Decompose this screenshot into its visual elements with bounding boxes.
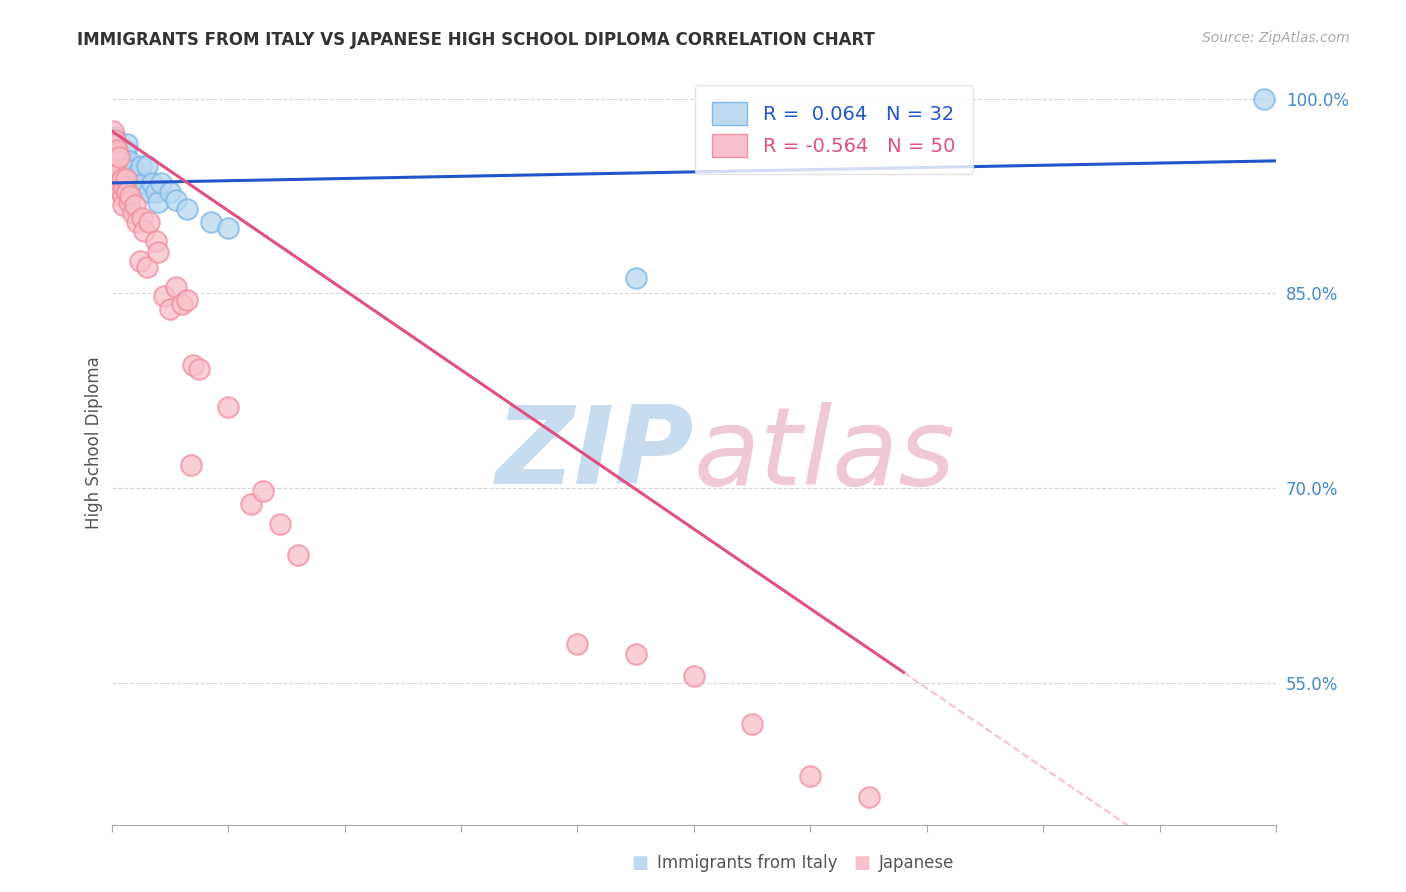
- Point: [101, 124, 124, 138]
- Point: [124, 182, 146, 196]
- Point: [176, 293, 198, 307]
- Text: Immigrants from Italy: Immigrants from Italy: [657, 855, 837, 872]
- Point: [104, 130, 127, 145]
- Point: [112, 159, 135, 173]
- Point: [141, 176, 163, 190]
- Point: [624, 647, 647, 661]
- Point: [138, 215, 160, 229]
- Point: [145, 185, 167, 199]
- Point: [188, 361, 211, 376]
- Point: [148, 195, 170, 210]
- Point: [240, 497, 263, 511]
- Point: [134, 224, 156, 238]
- Text: IMMIGRANTS FROM ITALY VS JAPANESE HIGH SCHOOL DIPLOMA CORRELATION CHART: IMMIGRANTS FROM ITALY VS JAPANESE HIGH S…: [77, 31, 875, 49]
- Point: [101, 150, 124, 164]
- Point: [165, 193, 187, 207]
- Text: ZIP: ZIP: [495, 401, 695, 507]
- Point: [135, 159, 157, 173]
- Point: [104, 136, 127, 151]
- Text: ■: ■: [853, 855, 870, 872]
- Point: [115, 136, 138, 151]
- Point: [121, 163, 143, 178]
- Point: [683, 669, 706, 683]
- Point: [107, 167, 129, 181]
- Point: [149, 176, 172, 190]
- Point: [105, 144, 128, 158]
- Point: [103, 159, 125, 173]
- Point: [134, 176, 156, 190]
- Point: [159, 185, 181, 199]
- Point: [741, 717, 763, 731]
- Point: [107, 156, 129, 170]
- Point: [103, 176, 125, 190]
- Point: [200, 215, 222, 229]
- Point: [131, 211, 153, 225]
- Point: [135, 260, 157, 275]
- Point: [112, 189, 135, 203]
- Point: [107, 150, 129, 164]
- Point: [120, 172, 142, 186]
- Point: [101, 144, 124, 158]
- Point: [176, 202, 198, 216]
- Point: [567, 637, 589, 651]
- Point: [115, 185, 138, 199]
- Text: atlas: atlas: [695, 401, 956, 507]
- Text: ■: ■: [631, 855, 648, 872]
- Point: [114, 144, 136, 158]
- Point: [287, 549, 309, 563]
- Point: [269, 517, 291, 532]
- Point: [624, 270, 647, 285]
- Point: [252, 483, 274, 498]
- Text: Japanese: Japanese: [879, 855, 955, 872]
- Point: [127, 215, 149, 229]
- Point: [112, 198, 135, 212]
- Point: [107, 146, 129, 161]
- Point: [170, 296, 193, 310]
- Point: [118, 153, 141, 168]
- Point: [108, 176, 131, 190]
- Point: [111, 169, 134, 184]
- Point: [114, 179, 136, 194]
- Point: [114, 172, 136, 186]
- Point: [104, 133, 127, 147]
- Point: [124, 198, 146, 212]
- Point: [110, 150, 132, 164]
- Point: [118, 195, 141, 210]
- Point: [138, 185, 160, 199]
- Point: [127, 167, 149, 181]
- Legend: R =  0.064   N = 32, R = -0.564   N = 50: R = 0.064 N = 32, R = -0.564 N = 50: [695, 85, 973, 174]
- Point: [107, 144, 129, 158]
- Point: [121, 206, 143, 220]
- Point: [111, 172, 134, 186]
- Point: [145, 235, 167, 249]
- Point: [120, 189, 142, 203]
- Point: [165, 279, 187, 293]
- Point: [148, 244, 170, 259]
- Text: Source: ZipAtlas.com: Source: ZipAtlas.com: [1202, 31, 1350, 45]
- Point: [858, 789, 880, 804]
- Point: [1253, 91, 1275, 105]
- Point: [181, 358, 204, 372]
- Point: [103, 146, 125, 161]
- Point: [799, 769, 821, 783]
- Point: [217, 221, 239, 235]
- Point: [153, 289, 176, 303]
- Point: [129, 159, 152, 173]
- Point: [180, 458, 202, 472]
- Point: [110, 185, 132, 199]
- Point: [108, 163, 131, 178]
- Point: [217, 401, 239, 415]
- Point: [128, 253, 150, 268]
- Point: [105, 146, 128, 161]
- Point: [159, 301, 181, 316]
- Y-axis label: High School Diploma: High School Diploma: [86, 356, 103, 529]
- Point: [105, 153, 128, 168]
